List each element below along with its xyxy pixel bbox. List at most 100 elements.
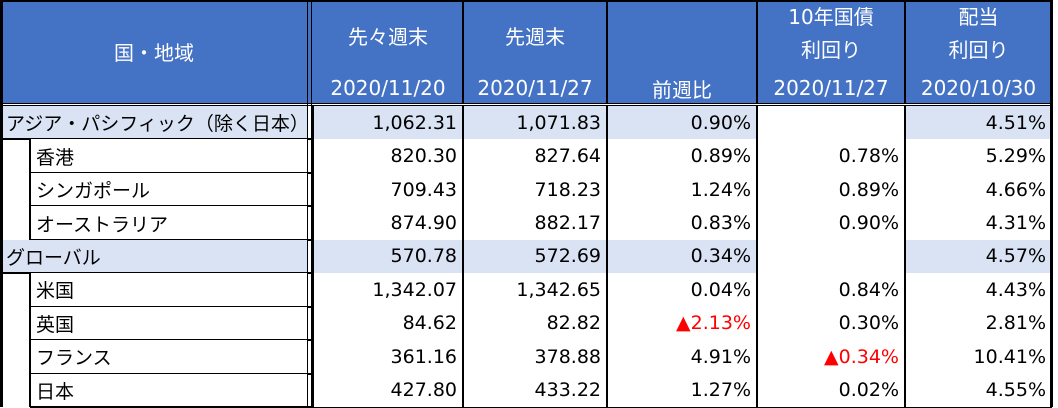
border [756,172,758,207]
border [311,0,312,407]
value-cell: ▲0.34% [757,340,905,374]
value-cell: 0.89% [757,172,905,207]
value-cell: 4.43% [905,273,1052,307]
value-cell: ▲2.13% [607,306,757,341]
border [606,340,608,374]
region-cell: グローバル [0,239,308,274]
value-cell: 427.80 [313,373,463,407]
border [462,239,464,274]
header-text: 2020/11/27 [773,76,889,100]
region-cell: 英国 [30,306,308,341]
border [904,172,906,207]
value-cell: 361.16 [313,340,463,374]
header-bg [0,0,1052,103]
border [904,0,906,103]
header-text: 先週末 [505,24,565,49]
value-cell: 820.30 [313,139,463,173]
header-text: 配当 [958,4,999,29]
value-cell: 572.69 [463,239,607,274]
border [312,106,314,140]
border [756,139,758,173]
border [756,0,758,103]
header-text: 前週比 [652,77,712,102]
border [462,172,464,207]
border [606,139,608,173]
header-text: 2020/11/27 [477,76,593,100]
value-cell: 4.55% [905,373,1052,407]
border [756,273,758,307]
region-cell: 米国 [30,273,308,307]
header-text: 先々週末 [348,24,428,49]
value-cell: 84.62 [313,306,463,341]
region-cell: シンガポール [30,172,308,207]
value-cell: 4.91% [607,340,757,374]
value-cell: 0.84% [757,273,905,307]
border [29,139,31,173]
header-text: 10年国債 [788,4,874,29]
value-cell: 718.23 [463,172,607,207]
border [756,373,758,407]
value-cell: 0.78% [757,139,905,173]
border [312,306,314,341]
border [462,340,464,374]
border [904,306,906,341]
border [29,172,31,207]
border [904,139,906,173]
border [462,373,464,407]
value-cell: 4.57% [905,239,1052,274]
border [0,103,1053,104]
border [462,206,464,240]
value-cell: 1,062.31 [313,106,463,140]
value-cell: 82.82 [463,306,607,341]
value-cell: 0.90% [607,106,757,140]
value-cell: 570.78 [313,239,463,274]
border [904,340,906,374]
value-cell: 4.31% [905,206,1052,240]
value-cell: 5.29% [905,139,1052,173]
value-cell: 0.04% [607,273,757,307]
border [29,273,31,307]
border [0,0,3,407]
border [606,106,608,140]
border [904,273,906,307]
border [904,106,906,140]
value-cell: 874.90 [313,206,463,240]
value-cell: 1.27% [607,373,757,407]
value-cell [757,106,905,140]
border [756,306,758,341]
border [606,373,608,407]
border [29,340,31,374]
border [29,206,31,240]
border [606,306,608,341]
header-text: 利回り [948,37,1009,62]
value-cell: 709.43 [313,172,463,207]
value-cell: 0.90% [757,206,905,240]
border [462,106,464,140]
value-cell [757,239,905,274]
region-cell: オーストラリア [30,206,308,240]
border [462,0,464,103]
region-cell: フランス [30,340,308,374]
value-cell: 2.81% [905,306,1052,341]
value-cell: 378.88 [463,340,607,374]
header-cell: 国・地域 [114,41,194,65]
border [904,239,906,274]
value-cell: 1,342.07 [313,273,463,307]
border [462,139,464,173]
border [462,306,464,341]
border [756,106,758,140]
region-cell: 香港 [30,139,308,173]
value-cell: 0.34% [607,239,757,274]
region-cell: 日本 [30,373,308,407]
border [462,273,464,307]
border [606,273,608,307]
border [756,239,758,274]
value-cell: 10.41% [905,340,1052,374]
value-cell: 1.24% [607,172,757,207]
value-cell: 1,071.83 [463,106,607,140]
region-cell: アジア・パシフィック（除く日本） [0,106,309,140]
border [904,206,906,240]
value-cell: 0.02% [757,373,905,407]
border [312,239,314,274]
